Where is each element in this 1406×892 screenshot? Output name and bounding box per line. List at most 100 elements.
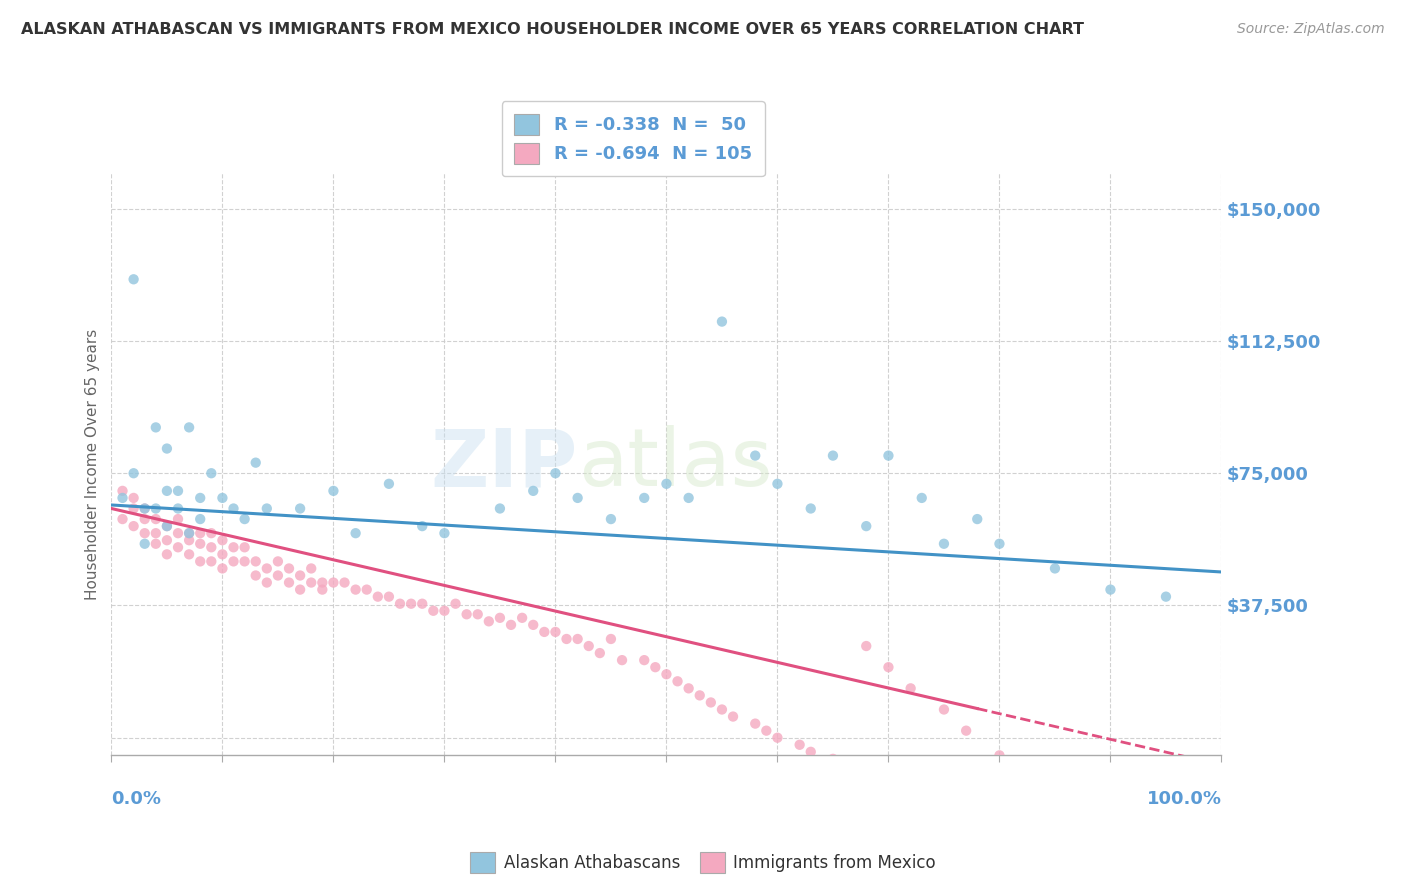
Point: [288, 501, 311, 516]
Point: [233, 554, 256, 568]
Point: [966, 512, 988, 526]
Point: [988, 537, 1011, 551]
Point: [200, 554, 222, 568]
Point: [744, 716, 766, 731]
Point: [710, 315, 733, 329]
Point: [179, 533, 201, 548]
Point: [156, 519, 179, 533]
Point: [1043, 772, 1066, 787]
Point: [456, 607, 478, 622]
Point: [222, 501, 245, 516]
Point: [655, 667, 678, 681]
Point: [233, 541, 256, 555]
Point: [145, 501, 167, 516]
Point: [467, 607, 489, 622]
Point: [145, 420, 167, 434]
Point: [311, 582, 333, 597]
Point: [555, 632, 578, 646]
Point: [167, 512, 190, 526]
Point: [256, 561, 278, 575]
Point: [200, 541, 222, 555]
Point: [422, 604, 444, 618]
Point: [122, 519, 145, 533]
Point: [633, 491, 655, 505]
Point: [578, 639, 600, 653]
Point: [411, 519, 433, 533]
Point: [344, 582, 367, 597]
Point: [211, 491, 233, 505]
Point: [766, 731, 789, 745]
Point: [911, 491, 934, 505]
Point: [877, 449, 900, 463]
Point: [821, 752, 844, 766]
Point: [755, 723, 778, 738]
Point: [411, 597, 433, 611]
Point: [489, 501, 512, 516]
Point: [122, 491, 145, 505]
Point: [134, 537, 156, 551]
Point: [222, 541, 245, 555]
Point: [188, 512, 211, 526]
Point: [589, 646, 612, 660]
Point: [1211, 830, 1233, 844]
Point: [122, 272, 145, 286]
Point: [567, 632, 589, 646]
Point: [167, 526, 190, 541]
Point: [111, 491, 134, 505]
Point: [167, 541, 190, 555]
Point: [522, 483, 544, 498]
Point: [167, 501, 190, 516]
Point: [1188, 819, 1211, 833]
Point: [900, 681, 922, 696]
Point: [855, 639, 877, 653]
Point: [1043, 561, 1066, 575]
Point: [955, 723, 977, 738]
Point: [145, 537, 167, 551]
Point: [766, 476, 789, 491]
Point: [932, 537, 955, 551]
Point: [1099, 794, 1122, 808]
Point: [211, 547, 233, 561]
Point: [134, 526, 156, 541]
Point: [444, 597, 467, 611]
Point: [122, 501, 145, 516]
Point: [478, 615, 501, 629]
Point: [245, 456, 267, 470]
Point: [179, 420, 201, 434]
Point: [233, 512, 256, 526]
Point: [188, 554, 211, 568]
Point: [156, 519, 179, 533]
Point: [367, 590, 389, 604]
Point: [744, 449, 766, 463]
Point: [489, 611, 512, 625]
Point: [1122, 801, 1144, 815]
Point: [299, 561, 322, 575]
Point: [156, 442, 179, 456]
Point: [222, 554, 245, 568]
Point: [299, 575, 322, 590]
Point: [710, 702, 733, 716]
Point: [988, 748, 1011, 763]
Point: [267, 554, 290, 568]
Point: [1177, 815, 1199, 830]
Text: ALASKAN ATHABASCAN VS IMMIGRANTS FROM MEXICO HOUSEHOLDER INCOME OVER 65 YEARS CO: ALASKAN ATHABASCAN VS IMMIGRANTS FROM ME…: [21, 22, 1084, 37]
Point: [633, 653, 655, 667]
Point: [1099, 582, 1122, 597]
Point: [689, 689, 711, 703]
Point: [855, 519, 877, 533]
Point: [666, 674, 689, 689]
Point: [522, 618, 544, 632]
Point: [188, 526, 211, 541]
Point: [122, 467, 145, 481]
Text: Source: ZipAtlas.com: Source: ZipAtlas.com: [1237, 22, 1385, 37]
Point: [245, 568, 267, 582]
Point: [333, 575, 356, 590]
Point: [256, 501, 278, 516]
Point: [1154, 590, 1177, 604]
Point: [1066, 783, 1088, 797]
Point: [311, 575, 333, 590]
Point: [877, 660, 900, 674]
Point: [322, 575, 344, 590]
Point: [344, 526, 367, 541]
Point: [678, 681, 700, 696]
